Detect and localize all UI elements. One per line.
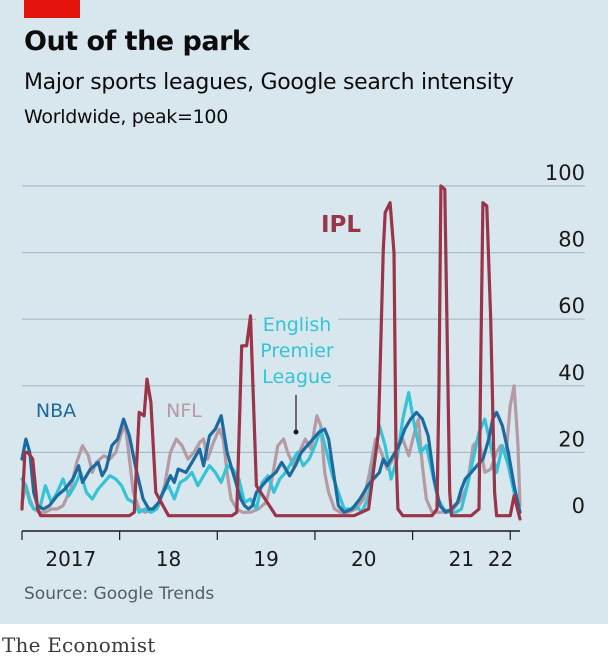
- x-tick-label: 20: [351, 547, 376, 571]
- y-tick-label: 80: [558, 228, 585, 252]
- series-label-epl-line: English: [263, 314, 332, 336]
- x-tick-label: 18: [156, 547, 181, 571]
- series-label-ipl: IPL: [321, 212, 361, 238]
- y-tick-label: 60: [558, 294, 585, 318]
- series-label-epl-line: Premier: [260, 340, 334, 362]
- chart-note: Worldwide, peak=100: [24, 106, 228, 128]
- series-label-nba: NBA: [36, 400, 76, 422]
- y-tick-label: 20: [558, 427, 585, 451]
- chart-plot: 0 20 40 60 80 100 2017 18 19 20 21 22 NBA NFL IPL Engl…: [20, 161, 585, 571]
- series-line-nfl: [20, 384, 522, 514]
- y-tick-label: 40: [558, 361, 585, 385]
- series-line-ipl: [20, 184, 522, 521]
- x-tick-label: 22: [488, 547, 513, 571]
- x-tick-label: 2017: [45, 547, 96, 571]
- series-label-epl-bg: [256, 311, 338, 391]
- x-tick-label: 21: [449, 547, 474, 571]
- chart-title: Out of the park: [24, 26, 250, 57]
- y-tick-label: 0: [572, 494, 585, 518]
- y-tick-label: 100: [545, 161, 585, 185]
- publisher-logo: The Economist: [2, 633, 156, 657]
- x-tick-label: 19: [253, 547, 278, 571]
- epl-leader-dot: [293, 429, 299, 435]
- chart-subtitle: Major sports leagues, Google search inte…: [24, 70, 514, 95]
- series-label-nfl: NFL: [166, 400, 202, 422]
- series-label-epl-line: League: [262, 366, 331, 388]
- brand-tag: [24, 0, 80, 18]
- series-line-nba: [20, 410, 522, 514]
- chart-source: Source: Google Trends: [24, 584, 215, 604]
